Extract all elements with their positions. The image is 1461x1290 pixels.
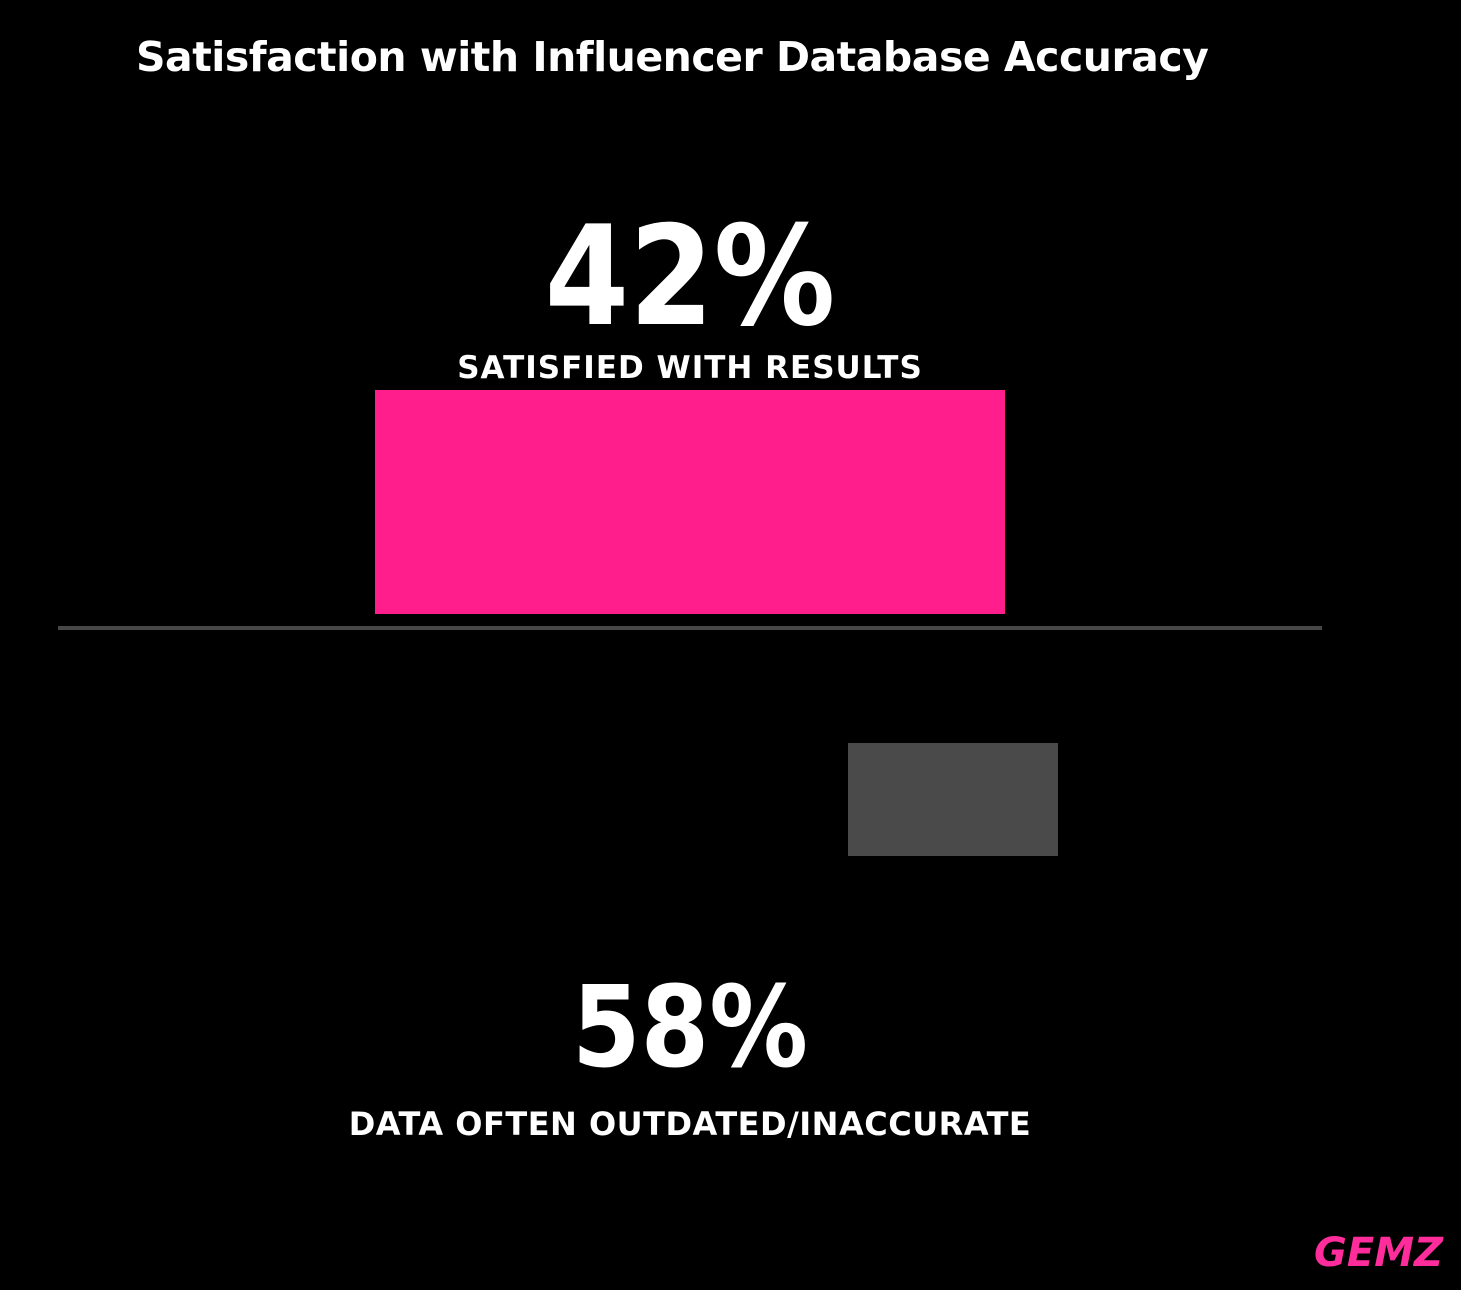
outdated-bar [848, 743, 1058, 856]
brand-logo: GEMZ [1314, 1230, 1443, 1276]
outdated-label: DATA OFTEN OUTDATED/INACCURATE [348, 1105, 1032, 1143]
divider-line [58, 626, 1322, 630]
satisfied-bar [375, 390, 1005, 614]
satisfied-value: 42% [544, 196, 836, 357]
outdated-value: 58% [572, 963, 808, 1093]
satisfied-label: SATISFIED WITH RESULTS [457, 350, 923, 386]
chart-title: Satisfaction with Influencer Database Ac… [136, 33, 1209, 81]
